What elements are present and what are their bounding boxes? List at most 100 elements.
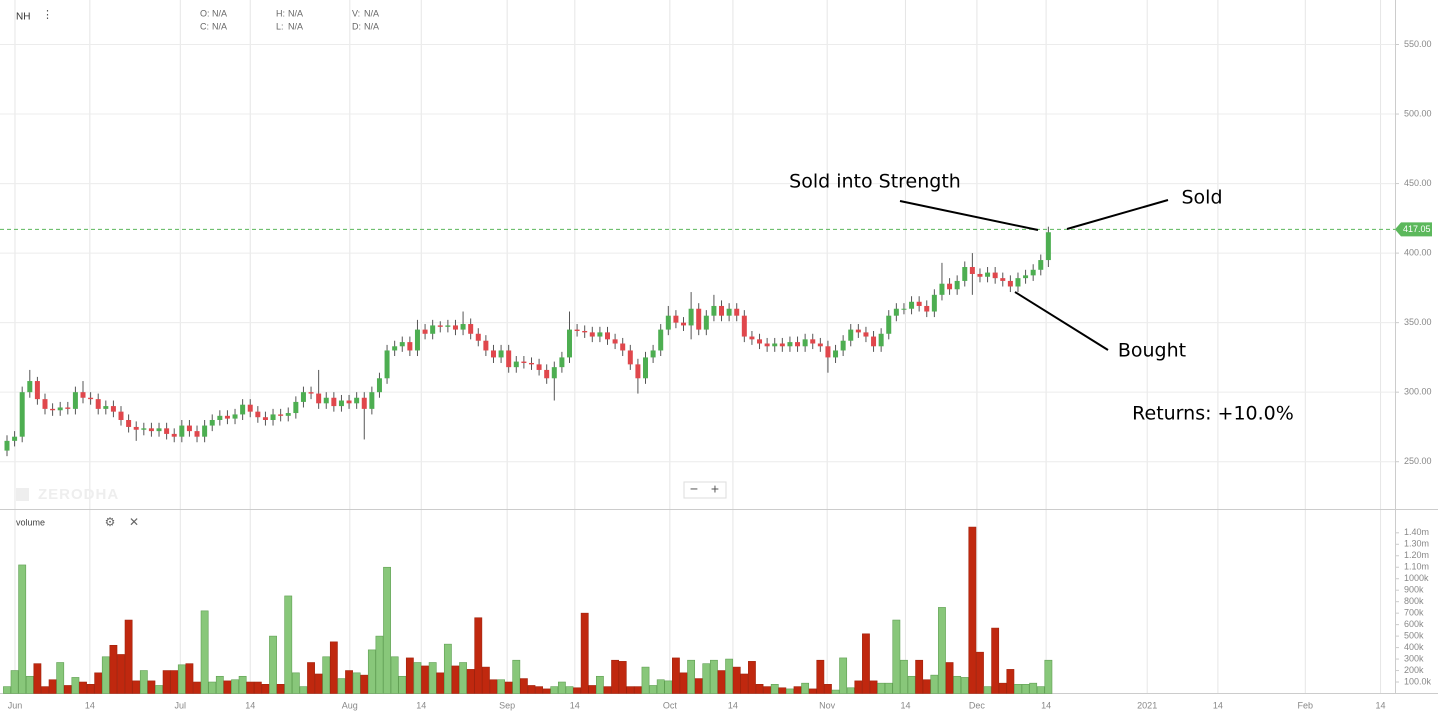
candle-body	[787, 342, 793, 347]
volume-bar	[215, 675, 224, 694]
candle-body	[118, 411, 124, 420]
volume-bar	[900, 659, 908, 694]
candle-body	[536, 364, 542, 370]
volume-bar	[71, 677, 80, 694]
field-value: N/A	[364, 21, 379, 31]
candle-body	[627, 350, 633, 365]
volume-bar	[436, 672, 445, 694]
field-value: N/A	[288, 21, 303, 31]
annotation: Bought	[1118, 340, 1186, 362]
volume-bar	[831, 689, 840, 694]
candle-body	[194, 431, 200, 437]
y-tick-label: 500.00	[1404, 108, 1432, 118]
y-tick-label: 300k	[1404, 653, 1424, 663]
candle-body	[179, 425, 185, 437]
candle-body	[308, 392, 314, 394]
volume-bar	[1021, 684, 1030, 694]
volume-bar	[573, 687, 581, 694]
volume-bar	[550, 686, 559, 694]
candle-body	[779, 343, 785, 347]
volume-bar	[162, 670, 171, 694]
volume-bar	[261, 684, 270, 694]
candle-body	[354, 397, 360, 404]
candle-body	[985, 272, 991, 277]
volume-bar	[223, 680, 232, 694]
volume-bar	[892, 619, 901, 694]
candle-body	[1030, 269, 1036, 276]
volume-bar	[512, 659, 521, 694]
candle-body	[285, 413, 291, 416]
volume-bar	[459, 662, 467, 694]
zoom-in[interactable]: +	[711, 481, 719, 497]
candle-body	[992, 272, 998, 279]
volume-bar	[375, 635, 384, 694]
y-tick-label: 1.10m	[1404, 562, 1429, 572]
candle-body	[810, 339, 816, 344]
volume-bar	[360, 674, 369, 694]
volume-bar	[33, 663, 42, 694]
volume-bar	[177, 664, 186, 694]
candle-body	[772, 343, 778, 347]
volume-label: volume	[16, 517, 45, 527]
candle-body	[65, 407, 71, 409]
volume-bar	[329, 641, 338, 694]
settings-icon[interactable]: ⚙	[105, 515, 116, 529]
volume-bar	[1006, 669, 1015, 694]
candle-body	[468, 324, 474, 334]
candle-body	[954, 280, 960, 290]
arrows	[899, 199, 1169, 351]
volume-bar	[793, 686, 802, 694]
arrow	[899, 200, 1039, 231]
volume-bar	[345, 670, 353, 694]
candle-body	[703, 315, 709, 330]
volume-bar	[664, 680, 673, 694]
volume-bar	[41, 686, 49, 694]
candle-body	[50, 408, 56, 411]
annotation: Sold into Strength	[789, 171, 961, 193]
candle-body	[460, 324, 466, 330]
volume-bar	[299, 686, 308, 694]
menu-icon[interactable]: ⋮	[42, 9, 53, 21]
candle-body	[726, 308, 732, 316]
candle-body	[148, 428, 154, 432]
close-icon[interactable]: ✕	[129, 515, 139, 529]
candle-body	[331, 397, 337, 407]
volume-bar	[10, 670, 19, 694]
volume-bar	[922, 679, 931, 694]
volume-bar	[1044, 659, 1053, 694]
candle-body	[270, 414, 276, 420]
zoom-out[interactable]: −	[690, 481, 698, 497]
field-value: N/A	[364, 8, 379, 18]
volume-bar	[390, 656, 399, 694]
candle-body	[399, 342, 405, 347]
candle-body	[566, 329, 572, 358]
candle-body	[42, 399, 48, 409]
volume-bar	[786, 688, 794, 694]
volume-bar	[634, 686, 642, 694]
marks: 417.05	[0, 222, 1432, 694]
y-tick-label: 400.00	[1404, 247, 1432, 257]
volume-bar	[770, 684, 779, 694]
candle-body	[650, 350, 656, 358]
watermark-logo	[16, 488, 29, 501]
candle-body	[749, 336, 755, 340]
x-tick-label: 14	[570, 700, 580, 710]
volume-bar	[869, 680, 878, 694]
candle-body	[346, 400, 352, 404]
volume-bar	[983, 686, 992, 694]
volume-bar	[489, 679, 498, 694]
x-tick-label: Jun	[8, 700, 23, 710]
volume-bar	[86, 684, 95, 694]
volume-bar	[352, 672, 361, 694]
candle-body	[848, 329, 854, 341]
x-tick-label: 14	[1376, 700, 1386, 710]
candle-body	[681, 322, 687, 326]
volume-bar	[535, 686, 543, 694]
x-tick-label: Aug	[342, 700, 358, 710]
candle-body	[316, 393, 322, 404]
candle-body	[4, 440, 10, 451]
candle-body	[696, 308, 702, 330]
zoom-box	[683, 481, 727, 499]
volume-bar	[542, 688, 551, 694]
